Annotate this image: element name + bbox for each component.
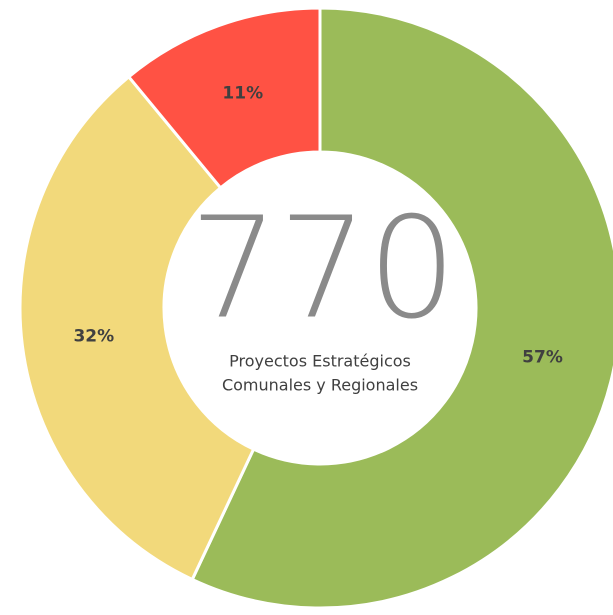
- center-text: Proyectos Estratégicos: [229, 352, 411, 371]
- slices: [18, 6, 613, 610]
- center-value: 770: [189, 188, 456, 351]
- data-label: 32%: [73, 327, 114, 347]
- data-label: 11%: [222, 83, 263, 103]
- data-label: 57%: [522, 348, 563, 368]
- donut-hole: [164, 152, 476, 464]
- center-text: Comunales y Regionales: [222, 376, 418, 395]
